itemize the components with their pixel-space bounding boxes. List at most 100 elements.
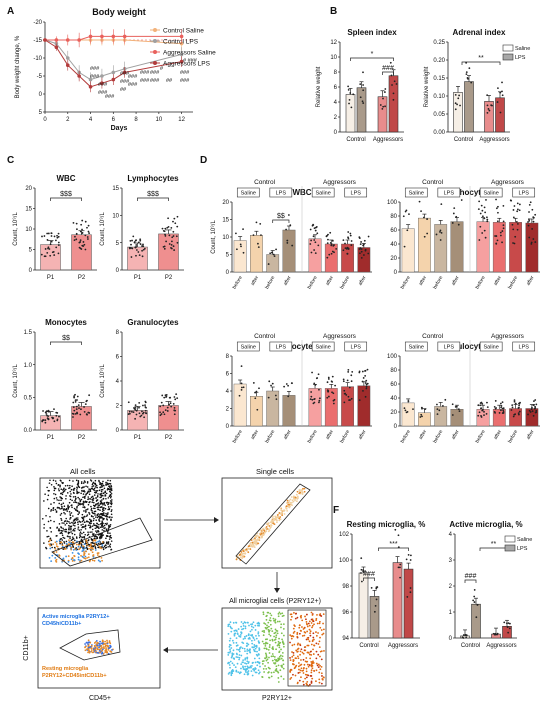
event-dot [89,489,91,491]
event-dot [108,545,111,547]
event-dot [88,521,91,524]
event-dot [278,637,280,640]
event-dot [258,532,261,535]
event-dot [234,666,237,669]
data-dot [512,216,515,219]
data-dot [161,227,164,230]
data-dot [478,411,481,414]
event-dot [103,529,105,532]
event-dot [83,480,86,482]
data-dot [176,241,179,244]
data-dot [309,398,312,401]
event-dot [275,648,278,651]
event-dot [77,545,80,548]
event-dot [107,503,110,505]
data-dot [81,219,84,222]
event-dot [62,557,65,560]
event-dot [56,526,59,529]
event-dot [296,655,299,658]
event-dot [280,675,283,678]
event-dot [109,642,112,645]
data-dot [309,243,312,245]
series-point [111,77,116,82]
data-dot [238,394,241,397]
event-dot [66,535,69,537]
event-dot [268,652,271,654]
data-dot [486,406,489,409]
event-dot [43,542,45,544]
event-dot [97,540,99,543]
event-dot [299,669,302,672]
data-dot [465,71,468,74]
data-dot [42,410,44,412]
data-dot [142,411,145,414]
event-dot [92,545,94,547]
gate [59,629,121,661]
event-dot [96,499,98,502]
data-dot [81,244,84,247]
event-dot [72,559,75,561]
event-dot [308,653,311,656]
data-dot [457,408,460,411]
event-dot [83,554,85,557]
flow-title: All microglial cells (P2RY12+) [229,598,321,605]
event-dot [71,560,74,562]
data-dot [79,413,82,416]
data-dot [454,405,457,408]
data-dot [159,414,162,417]
data-dot [75,222,78,225]
y-tick-label: -5 [37,74,43,80]
event-dot [83,557,86,560]
event-dot [66,510,69,512]
event-dot [109,516,111,518]
data-dot [170,244,173,246]
data-dot [317,373,320,376]
event-dot [298,489,301,491]
data-dot [512,415,515,418]
event-dot [271,515,274,518]
event-dot [47,507,50,510]
event-dot [251,642,254,645]
event-dot [107,545,109,548]
event-dot [94,527,97,530]
event-dot [87,521,89,523]
data-dot [501,241,503,244]
event-dot [106,501,109,504]
data-dot [375,598,378,601]
significance-label: ### [180,78,190,84]
event-dot [61,493,64,496]
data-dot [473,595,476,598]
event-dot [109,534,112,537]
event-dot [268,633,271,636]
event-dot [48,556,51,559]
event-dot [311,626,313,629]
data-dot [349,92,352,94]
event-dot [316,614,318,616]
event-dot [268,667,271,670]
event-dot [253,542,256,545]
event-dot [102,652,105,655]
data-dot [311,398,314,401]
event-dot [263,642,265,645]
data-dot [313,249,316,251]
data-dot [332,244,335,247]
event-dot [100,501,103,504]
event-dot [75,543,78,546]
event-dot [84,547,87,550]
x-tick-label: before [264,275,276,290]
event-dot [239,633,242,636]
bar [250,235,263,273]
event-dot [96,530,99,532]
data-dot [518,203,521,206]
event-dot [72,488,75,491]
event-dot [276,620,279,623]
event-dot [80,482,83,485]
treatment-label: Saline [409,191,424,197]
data-dot [485,412,488,415]
x-tick-label: P1 [47,435,55,441]
data-dot [535,409,538,412]
event-dot [46,535,49,538]
data-dot [84,220,87,223]
